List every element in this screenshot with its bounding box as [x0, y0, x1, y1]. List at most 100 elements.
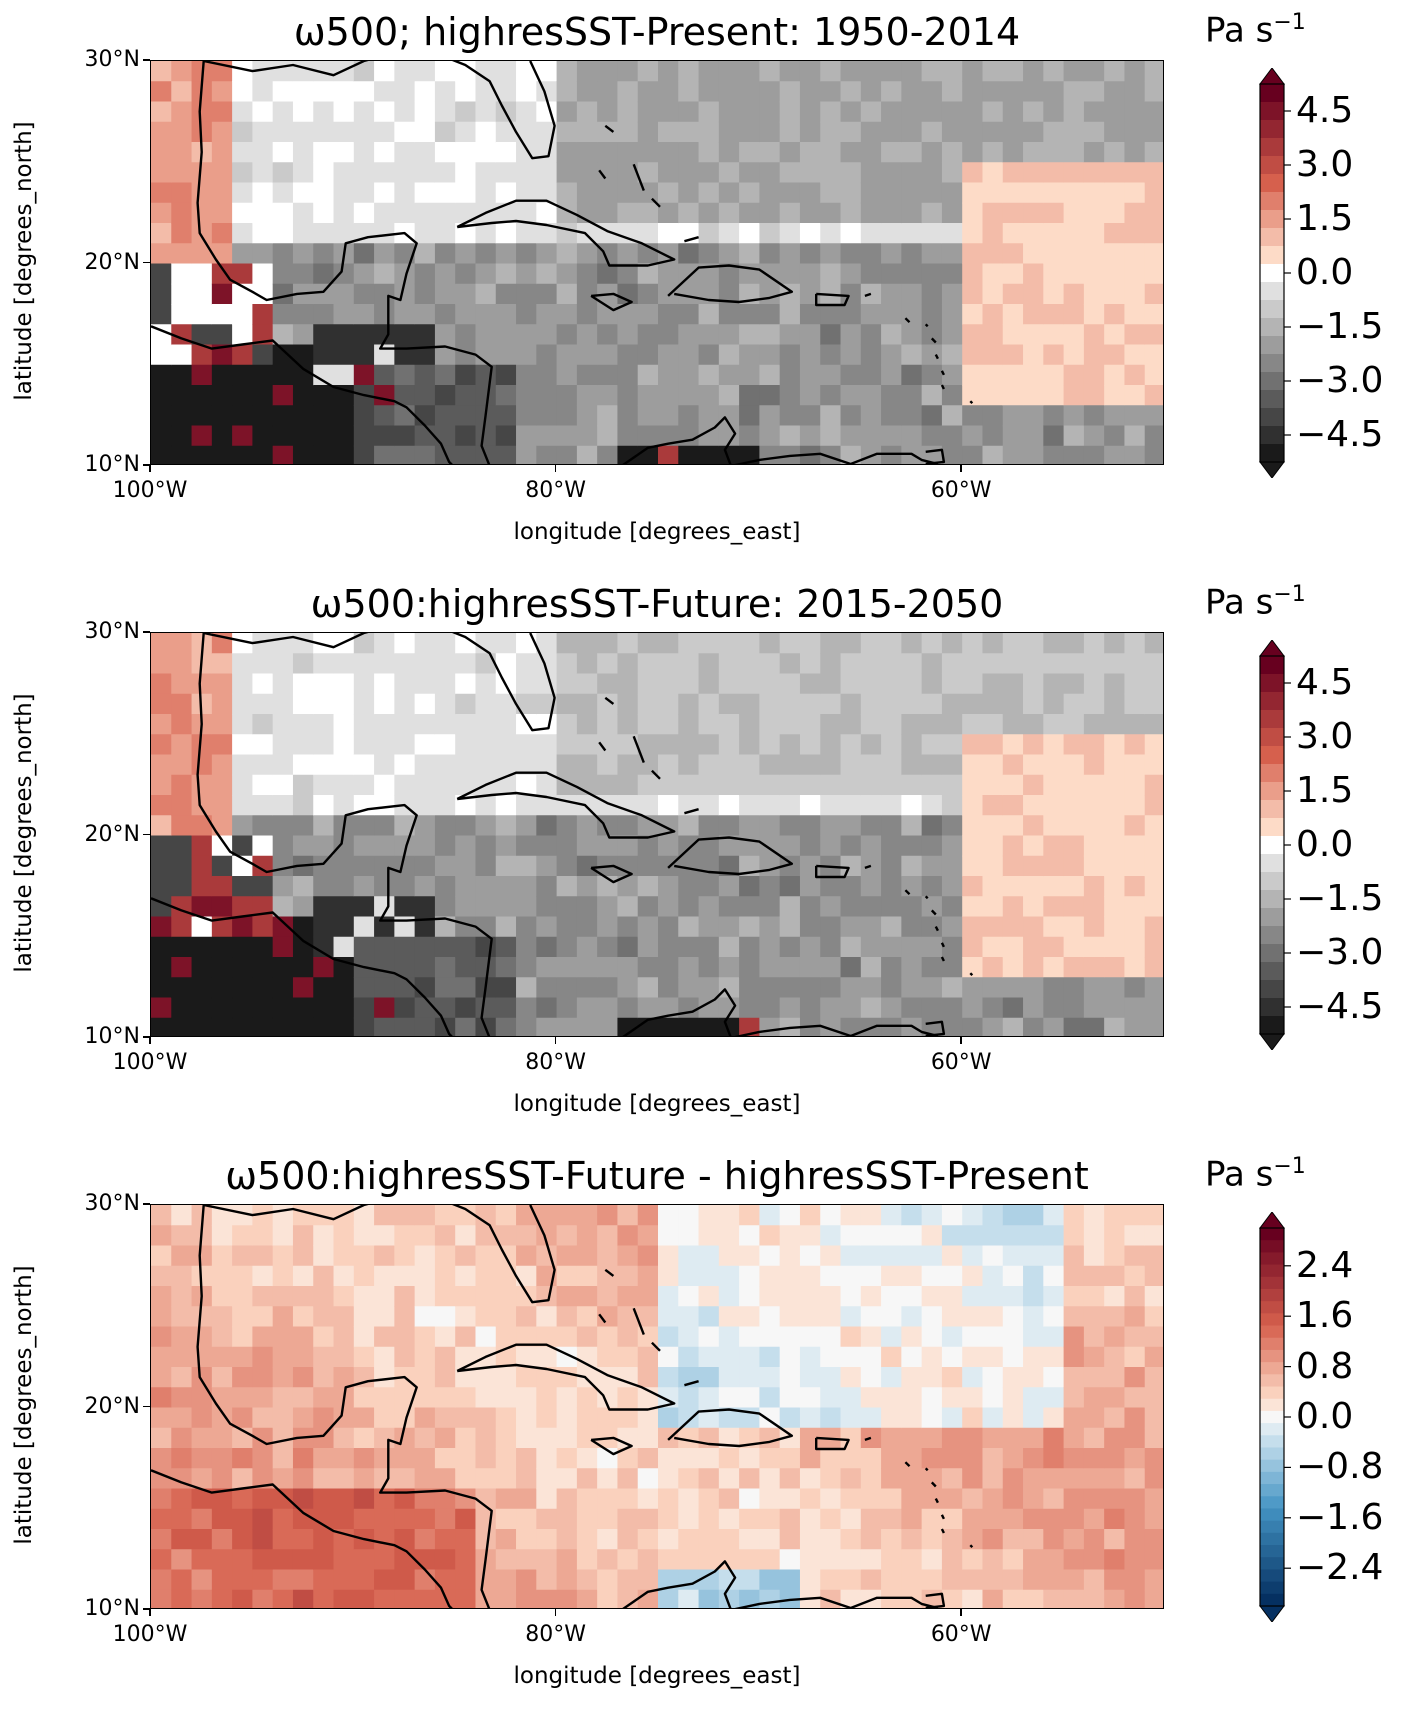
grid-cell: [901, 1569, 923, 1591]
grid-cell: [374, 1017, 395, 1036]
grid-cell: [536, 1326, 558, 1348]
grid-cell: [414, 936, 436, 958]
grid-cell: [982, 121, 1004, 143]
grid-cell: [1124, 1367, 1146, 1388]
grid-cell: [799, 633, 821, 654]
grid-cell: [779, 1306, 801, 1328]
grid-cell: [881, 1346, 902, 1368]
grid-cell: [171, 1245, 193, 1267]
grid-cell: [353, 162, 375, 184]
colorbar-swatch: [1260, 336, 1284, 355]
grid-cell: [171, 774, 193, 796]
grid-cell: [374, 1346, 395, 1368]
grid-cell: [1023, 1508, 1044, 1530]
grid-cell: [1063, 344, 1085, 366]
grid-cell: [921, 774, 943, 796]
grid-cell: [637, 693, 659, 715]
grid-cell: [414, 81, 436, 103]
colorbar-swatch: [1260, 818, 1284, 837]
grid-cell: [1083, 1245, 1105, 1267]
grid-cell: [313, 1306, 335, 1328]
grid-cell: [191, 754, 213, 776]
grid-cell: [840, 385, 862, 406]
grid-cell: [1104, 774, 1126, 796]
grid-cell: [901, 324, 923, 346]
grid-cell: [191, 1245, 213, 1267]
grid-cell: [779, 714, 801, 735]
grid-cell: [1023, 734, 1044, 756]
grid-cell: [1063, 896, 1085, 918]
grid-cell: [617, 936, 639, 958]
colorbar-tick-label: 2.4: [1296, 1244, 1354, 1286]
grid-cell: [374, 283, 395, 305]
grid-cell: [799, 916, 821, 938]
grid-cell: [597, 101, 619, 123]
grid-cell: [962, 121, 984, 143]
grid-cell: [1063, 101, 1085, 123]
grid-cell: [941, 815, 963, 837]
grid-cell: [1063, 1387, 1085, 1409]
grid-cell: [556, 1326, 578, 1348]
grid-cell: [333, 405, 355, 427]
grid-cell: [617, 1569, 639, 1591]
grid-cell: [333, 1306, 355, 1328]
grid-cell: [941, 1448, 963, 1469]
grid-cell: [678, 1286, 700, 1307]
grid-cell: [576, 182, 598, 204]
grid-cell: [1124, 774, 1146, 796]
grid-cell: [1144, 754, 1163, 776]
grid-cell: [232, 693, 253, 715]
grid-cell: [1043, 1326, 1065, 1348]
grid-cell: [374, 243, 395, 265]
grid-cell: [1002, 385, 1024, 406]
grid-cell: [678, 1306, 700, 1328]
grid-cell: [414, 425, 436, 447]
grid-cell: [1063, 324, 1085, 346]
grid-cell: [536, 734, 558, 756]
grid-cell: [718, 714, 740, 735]
grid-cell: [394, 1306, 416, 1328]
grid-cell: [1043, 202, 1065, 224]
grid-cell: [982, 1589, 1004, 1608]
grid-cell: [394, 121, 416, 143]
grid-cell: [211, 795, 233, 816]
grid-cell: [1124, 693, 1146, 715]
grid-cell: [881, 1286, 902, 1307]
grid-cell: [414, 754, 436, 776]
grid-cell: [211, 263, 233, 285]
grid-cell: [617, 734, 639, 756]
grid-cell: [1002, 1225, 1024, 1247]
grid-cell: [941, 385, 963, 406]
grid-cell: [536, 385, 558, 406]
grid-cell: [698, 1306, 720, 1328]
grid-cell: [516, 1017, 537, 1036]
grid-cell: [1063, 263, 1085, 285]
grid-cell: [718, 1286, 740, 1307]
grid-cell: [658, 896, 679, 918]
grid-cell: [394, 774, 416, 796]
colorbar-svg: [1259, 67, 1291, 479]
colorbar-swatch: [1260, 444, 1284, 463]
grid-cell: [434, 1427, 456, 1449]
grid-cell: [313, 774, 335, 796]
grid-cell: [252, 693, 274, 715]
grid-cell: [1083, 1488, 1105, 1510]
grid-cell: [840, 1488, 862, 1510]
colorbar-swatch: [1260, 1374, 1284, 1388]
grid-cell: [759, 405, 781, 427]
grid-cell: [252, 162, 274, 184]
grid-cell: [962, 795, 984, 816]
grid-cell: [982, 283, 1004, 305]
grid-cell: [292, 633, 314, 654]
grid-cell: [840, 162, 862, 184]
grid-cell: [576, 835, 598, 857]
grid-cell: [1104, 997, 1126, 1019]
grid-cell: [1104, 1488, 1126, 1510]
grid-cell: [191, 916, 213, 938]
grid-cell: [1023, 774, 1044, 796]
grid-cell: [556, 263, 578, 285]
grid-cell: [820, 896, 842, 918]
grid-cell: [171, 795, 193, 816]
grid-cell: [962, 714, 984, 735]
grid-cell: [475, 1245, 497, 1267]
